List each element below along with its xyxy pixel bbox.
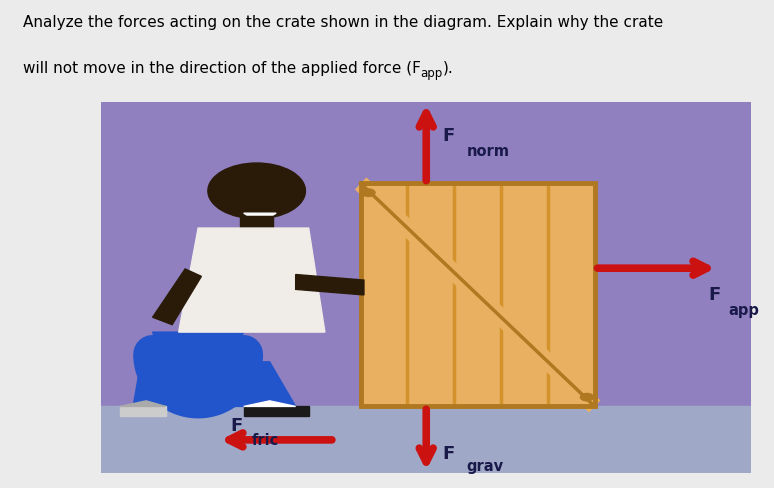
Bar — [241, 216, 273, 230]
Bar — [101, 407, 751, 473]
Polygon shape — [120, 401, 166, 407]
Text: app: app — [420, 66, 443, 80]
Polygon shape — [244, 401, 296, 407]
Text: F: F — [443, 127, 454, 145]
Bar — [361, 184, 594, 407]
Bar — [361, 184, 594, 407]
Text: F: F — [443, 444, 454, 462]
Text: norm: norm — [467, 143, 509, 158]
Polygon shape — [152, 332, 244, 407]
Polygon shape — [120, 407, 166, 416]
Polygon shape — [217, 362, 296, 407]
Circle shape — [362, 190, 375, 197]
Polygon shape — [133, 332, 244, 407]
Text: grav: grav — [467, 458, 504, 473]
Circle shape — [208, 163, 306, 219]
Text: fric: fric — [252, 432, 279, 447]
Text: will not move in the direction of the applied force (F: will not move in the direction of the ap… — [23, 61, 421, 76]
Polygon shape — [296, 275, 364, 295]
Text: Analyze the forces acting on the crate shown in the diagram. Explain why the cra: Analyze the forces acting on the crate s… — [23, 15, 663, 30]
Circle shape — [580, 394, 594, 401]
Text: app: app — [728, 302, 759, 317]
Polygon shape — [179, 228, 325, 332]
Polygon shape — [152, 269, 201, 325]
Text: F: F — [708, 285, 721, 304]
Text: ).: ). — [443, 61, 454, 76]
Text: F: F — [231, 416, 243, 434]
Polygon shape — [244, 214, 276, 216]
Polygon shape — [244, 407, 309, 416]
